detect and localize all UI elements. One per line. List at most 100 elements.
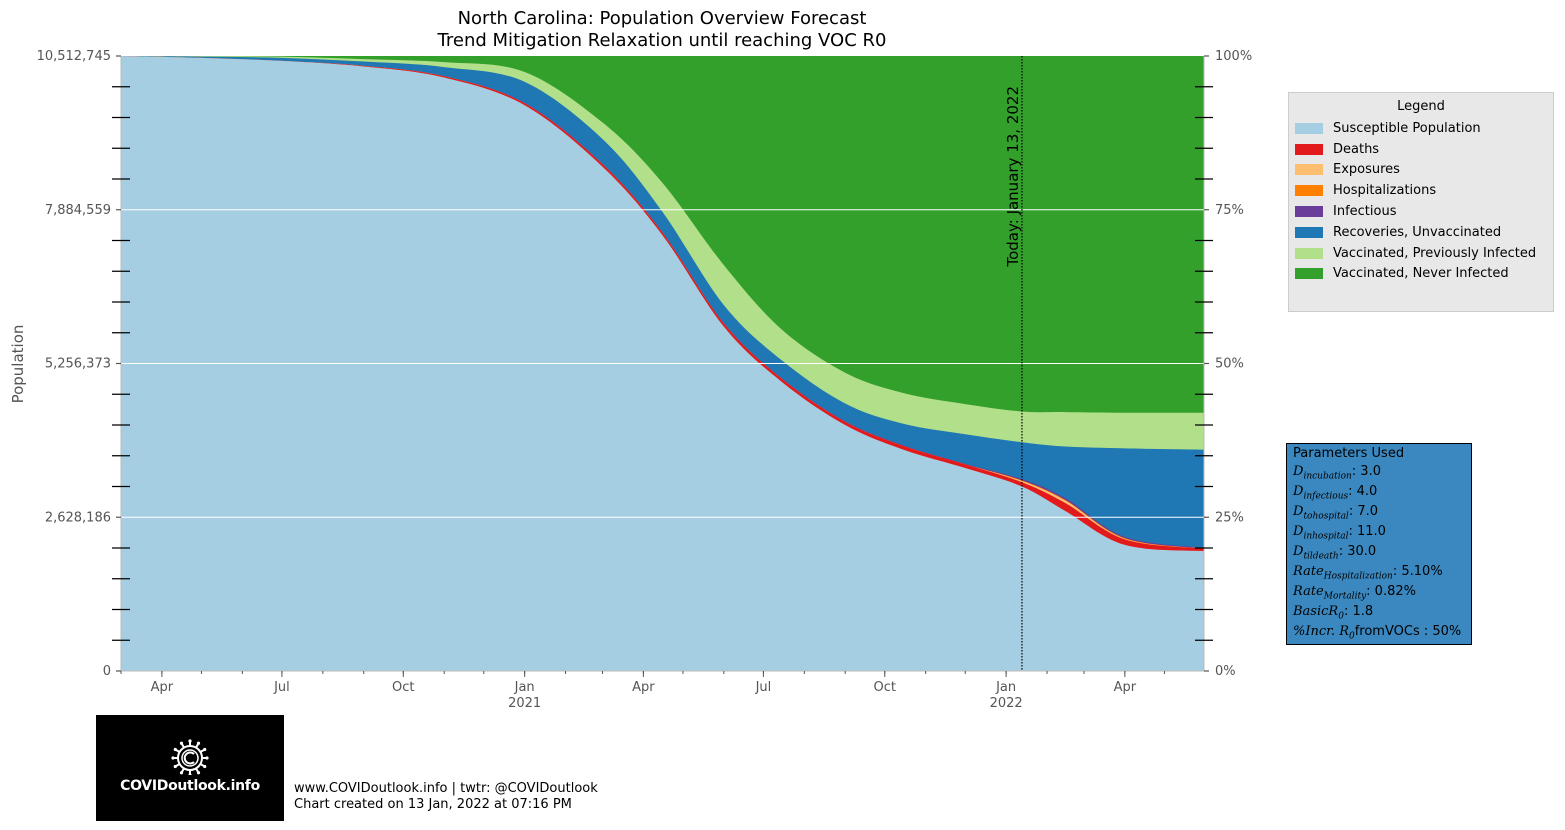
- legend-swatch: [1295, 122, 1323, 134]
- virus-spike: [175, 749, 181, 753]
- virus-spike-tip: [203, 747, 207, 752]
- parameter-line: Dincubation: 3.0: [1293, 462, 1471, 482]
- footer-links: www.COVIDoutlook.info | twtr: @COVIDoutl…: [294, 781, 598, 796]
- parameter-value: : 0.82%: [1366, 584, 1416, 599]
- virus-spike-tip: [196, 741, 201, 745]
- virus-spike-tip: [188, 773, 192, 775]
- chart-subtitle: Trend Mitigation Relaxation until reachi…: [437, 30, 887, 51]
- virus-c-icon: [171, 739, 209, 775]
- parameter-subscript: inhospital: [1303, 531, 1349, 542]
- legend-item: Infectious: [1289, 201, 1553, 222]
- parameter-name: Rate: [1293, 564, 1324, 579]
- logo-text: COVIDoutlook.info: [120, 778, 260, 794]
- x-tick-label: Jan: [995, 680, 1016, 695]
- virus-spike-tip: [179, 771, 184, 775]
- virus-spike: [181, 767, 185, 773]
- legend-swatch: [1295, 143, 1323, 155]
- virus-spike-tip: [188, 739, 192, 743]
- y-tick-label-right: 25%: [1215, 510, 1244, 525]
- parameter-subscript: 0: [1348, 631, 1355, 642]
- parameter-subscript: tohospital: [1303, 511, 1349, 522]
- chart-title: North Carolina: Population Overview Fore…: [458, 8, 867, 29]
- parameter-value: : 5.10%: [1392, 564, 1443, 579]
- parameter-line: %Incr. R0fromVOCs : 50%: [1293, 622, 1471, 642]
- x-tick-label: Jul: [273, 680, 290, 695]
- parameter-subscript: tildeath: [1303, 551, 1339, 562]
- legend-label: Susceptible Population: [1333, 120, 1481, 136]
- legend-item: Vaccinated, Previously Infected: [1289, 243, 1553, 264]
- virus-spike: [199, 763, 205, 767]
- x-tick-label: Apr: [1114, 680, 1137, 695]
- parameter-name: D: [1293, 464, 1304, 479]
- virus-spike-tip: [173, 764, 177, 769]
- parameter-name: D: [1293, 484, 1304, 499]
- parameter-line: BasicR0: 1.8: [1293, 602, 1471, 622]
- virus-spike-tip: [205, 756, 209, 760]
- legend-label: Hospitalizations: [1333, 183, 1437, 199]
- y-axis-label: Population: [9, 325, 27, 404]
- parameter-line: Dtohospital: 7.0: [1293, 502, 1471, 522]
- virus-spike: [181, 743, 185, 749]
- y-tick-label-right: 75%: [1215, 203, 1244, 218]
- parameter-line: Dinfectious: 4.0: [1293, 482, 1471, 502]
- legend-label: Vaccinated, Previously Infected: [1333, 245, 1537, 261]
- x-tick-label: Jan: [514, 680, 535, 695]
- y-tick-label: 2,628,186: [45, 510, 111, 525]
- x-tick-label: Apr: [151, 680, 174, 695]
- y-tick-label: 10,512,745: [37, 49, 111, 64]
- legend-item: Recoveries, Unvaccinated: [1289, 222, 1553, 243]
- today-label: Today: January 13, 2022: [1004, 86, 1022, 268]
- parameter-value: : 11.0: [1348, 524, 1386, 539]
- legend-swatch: [1295, 206, 1323, 218]
- legend-title: Legend: [1397, 99, 1445, 114]
- virus-spike-tip: [196, 771, 201, 775]
- parameter-name: D: [1293, 504, 1304, 519]
- legend-item: Hospitalizations: [1289, 180, 1553, 201]
- parameter-subscript: Mortality: [1323, 591, 1367, 602]
- x-tick-year-label: 2021: [508, 696, 541, 711]
- parameter-value: : 3.0: [1351, 464, 1381, 479]
- virus-spike: [199, 749, 205, 753]
- parameter-subscript: infectious: [1303, 491, 1349, 502]
- legend-item: Exposures: [1289, 160, 1553, 181]
- x-tick-label: Oct: [874, 680, 896, 695]
- footer-created: Chart created on 13 Jan, 2022 at 07:16 P…: [294, 797, 572, 812]
- y-tick-label-right: 50%: [1215, 357, 1244, 372]
- parameter-value: fromVOCs : 50%: [1354, 624, 1462, 639]
- y-tick-label: 5,256,373: [45, 357, 111, 372]
- parameter-line: Dinhospital: 11.0: [1293, 522, 1471, 542]
- legend: Legend Susceptible Population Deaths Expos…: [1288, 92, 1554, 312]
- parameter-value: : 1.8: [1343, 604, 1374, 619]
- legend-swatch: [1295, 185, 1323, 197]
- x-tick-year-label: 2022: [990, 696, 1023, 711]
- footer: www.COVIDoutlook.info | twtr: @COVIDoutl…: [294, 781, 598, 813]
- x-tick-label: Jul: [755, 680, 772, 695]
- y-tick-label-right: 100%: [1215, 49, 1252, 64]
- legend-label: Recoveries, Unvaccinated: [1333, 224, 1502, 240]
- y-tick-label: 0: [103, 664, 111, 679]
- parameters-box: Parameters Used Dincubation: 3.0 Dinfecti…: [1286, 443, 1472, 645]
- parameter-value: : 7.0: [1348, 504, 1378, 519]
- legend-label: Vaccinated, Never Infected: [1333, 266, 1509, 282]
- legend-swatch: [1295, 164, 1323, 176]
- parameter-value: : 4.0: [1348, 484, 1378, 499]
- parameter-name: Rate: [1293, 584, 1324, 599]
- virus-spike: [175, 763, 181, 767]
- virus-spike: [195, 767, 199, 773]
- virus-spike: [195, 743, 199, 749]
- parameter-name: D: [1293, 544, 1304, 559]
- legend-label: Infectious: [1333, 204, 1397, 220]
- legend-label: Deaths: [1333, 141, 1380, 157]
- parameter-value: : 30.0: [1338, 544, 1377, 559]
- parameter-name: %Incr. R: [1293, 624, 1349, 639]
- y-tick-label-right: 0%: [1215, 664, 1236, 679]
- virus-spike-tip: [179, 741, 184, 745]
- virus-spike-tip: [173, 747, 177, 752]
- parameter-name: BasicR: [1293, 604, 1339, 619]
- virus-spike-tip: [203, 764, 207, 769]
- parameter-subscript: incubation: [1303, 471, 1352, 482]
- parameter-line: RateMortality: 0.82%: [1293, 582, 1471, 602]
- virus-spike-tip: [171, 756, 175, 760]
- parameter-name: D: [1293, 524, 1304, 539]
